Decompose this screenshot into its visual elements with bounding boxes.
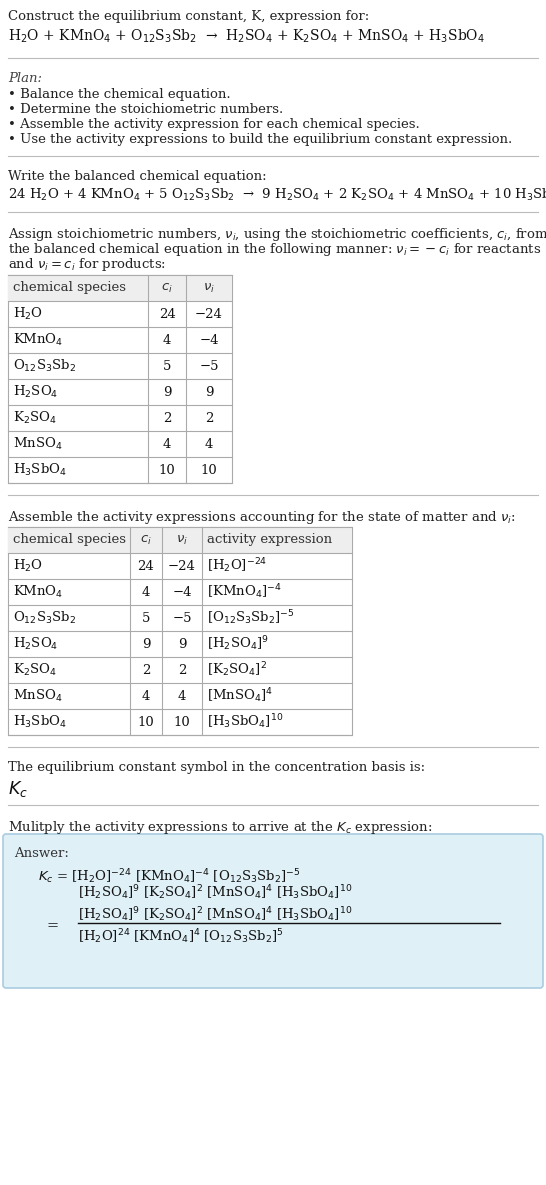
Text: 24: 24: [138, 559, 155, 572]
FancyBboxPatch shape: [3, 834, 543, 988]
Text: −5: −5: [199, 359, 219, 372]
Text: −24: −24: [195, 307, 223, 320]
Text: 4: 4: [178, 690, 186, 703]
Text: 2: 2: [163, 411, 171, 424]
Text: O$_{12}$S$_3$Sb$_2$: O$_{12}$S$_3$Sb$_2$: [13, 610, 76, 626]
Text: 4: 4: [142, 690, 150, 703]
Text: 10: 10: [200, 463, 217, 476]
Text: 5: 5: [142, 611, 150, 624]
Text: 9: 9: [142, 638, 150, 651]
Text: 4: 4: [163, 333, 171, 346]
Text: [H$_3$SbO$_4$]$^{10}$: [H$_3$SbO$_4$]$^{10}$: [207, 712, 283, 731]
Text: −4: −4: [199, 333, 219, 346]
Text: [KMnO$_4$]$^{-4}$: [KMnO$_4$]$^{-4}$: [207, 583, 282, 601]
Text: H$_2$O + KMnO$_4$ + O$_{12}$S$_3$Sb$_2$  →  H$_2$SO$_4$ + K$_2$SO$_4$ + MnSO$_4$: H$_2$O + KMnO$_4$ + O$_{12}$S$_3$Sb$_2$ …: [8, 28, 485, 45]
Text: $\nu_i$: $\nu_i$: [203, 282, 215, 295]
Text: • Use the activity expressions to build the equilibrium constant expression.: • Use the activity expressions to build …: [8, 133, 512, 146]
Text: • Determine the stoichiometric numbers.: • Determine the stoichiometric numbers.: [8, 103, 283, 116]
Text: Assemble the activity expressions accounting for the state of matter and $\nu_i$: Assemble the activity expressions accoun…: [8, 510, 516, 526]
Bar: [8, 527, 352, 735]
Text: K$_2$SO$_4$: K$_2$SO$_4$: [13, 662, 57, 678]
Text: K$_2$SO$_4$: K$_2$SO$_4$: [13, 410, 57, 427]
Text: KMnO$_4$: KMnO$_4$: [13, 332, 63, 348]
Text: 5: 5: [163, 359, 171, 372]
Text: Answer:: Answer:: [14, 847, 69, 860]
Text: O$_{12}$S$_3$Sb$_2$: O$_{12}$S$_3$Sb$_2$: [13, 358, 76, 374]
Text: Construct the equilibrium constant, K, expression for:: Construct the equilibrium constant, K, e…: [8, 9, 369, 23]
Text: H$_2$SO$_4$: H$_2$SO$_4$: [13, 384, 58, 401]
Text: H$_2$SO$_4$: H$_2$SO$_4$: [13, 636, 58, 652]
Text: [MnSO$_4$]$^4$: [MnSO$_4$]$^4$: [207, 686, 273, 705]
Text: 10: 10: [159, 463, 175, 476]
Text: 9: 9: [205, 385, 213, 398]
Text: chemical species: chemical species: [13, 282, 126, 295]
Text: • Assemble the activity expression for each chemical species.: • Assemble the activity expression for e…: [8, 118, 420, 132]
Text: 9: 9: [178, 638, 186, 651]
Bar: [8, 275, 232, 301]
Text: [H$_2$SO$_4$]$^9$: [H$_2$SO$_4$]$^9$: [207, 635, 269, 653]
Text: 24 H$_2$O + 4 KMnO$_4$ + 5 O$_{12}$S$_3$Sb$_2$  →  9 H$_2$SO$_4$ + 2 K$_2$SO$_4$: 24 H$_2$O + 4 KMnO$_4$ + 5 O$_{12}$S$_3$…: [8, 187, 546, 203]
Text: =: =: [46, 920, 58, 933]
Text: [K$_2$SO$_4$]$^2$: [K$_2$SO$_4$]$^2$: [207, 661, 267, 679]
Text: −5: −5: [172, 611, 192, 624]
Text: 4: 4: [142, 585, 150, 598]
Text: chemical species: chemical species: [13, 533, 126, 546]
Text: Mulitply the activity expressions to arrive at the $K_c$ expression:: Mulitply the activity expressions to arr…: [8, 819, 432, 835]
Text: [H$_2$SO$_4$]$^9$ [K$_2$SO$_4$]$^2$ [MnSO$_4$]$^4$ [H$_3$SbO$_4$]$^{10}$: [H$_2$SO$_4$]$^9$ [K$_2$SO$_4$]$^2$ [MnS…: [78, 905, 352, 923]
Text: 2: 2: [142, 664, 150, 677]
Text: the balanced chemical equation in the following manner: $\nu_i = -c_i$ for react: the balanced chemical equation in the fo…: [8, 241, 541, 258]
Text: $K_c$ = [H$_2$O]$^{-24}$ [KMnO$_4$]$^{-4}$ [O$_{12}$S$_3$Sb$_2$]$^{-5}$: $K_c$ = [H$_2$O]$^{-24}$ [KMnO$_4$]$^{-4…: [38, 867, 301, 885]
Bar: [8, 527, 352, 553]
Text: 4: 4: [163, 437, 171, 450]
Text: The equilibrium constant symbol in the concentration basis is:: The equilibrium constant symbol in the c…: [8, 761, 425, 774]
Text: 24: 24: [159, 307, 175, 320]
Text: Write the balanced chemical equation:: Write the balanced chemical equation:: [8, 169, 266, 182]
Text: Assign stoichiometric numbers, $\nu_i$, using the stoichiometric coefficients, $: Assign stoichiometric numbers, $\nu_i$, …: [8, 226, 546, 243]
Text: −24: −24: [168, 559, 196, 572]
Text: $K_c$: $K_c$: [8, 779, 28, 799]
Text: [H$_2$O]$^{-24}$: [H$_2$O]$^{-24}$: [207, 557, 268, 576]
Text: 10: 10: [174, 716, 191, 729]
Bar: [8, 275, 232, 483]
Text: activity expression: activity expression: [207, 533, 332, 546]
Text: and $\nu_i = c_i$ for products:: and $\nu_i = c_i$ for products:: [8, 256, 166, 273]
Text: $c_i$: $c_i$: [161, 282, 173, 295]
Text: 10: 10: [138, 716, 155, 729]
Text: KMnO$_4$: KMnO$_4$: [13, 584, 63, 600]
Text: $c_i$: $c_i$: [140, 533, 152, 546]
Text: $\nu_i$: $\nu_i$: [176, 533, 188, 546]
Text: MnSO$_4$: MnSO$_4$: [13, 688, 62, 704]
Text: 4: 4: [205, 437, 213, 450]
Text: [H$_2$SO$_4$]$^9$ [K$_2$SO$_4$]$^2$ [MnSO$_4$]$^4$ [H$_3$SbO$_4$]$^{10}$: [H$_2$SO$_4$]$^9$ [K$_2$SO$_4$]$^2$ [MnS…: [78, 883, 352, 902]
Text: [O$_{12}$S$_3$Sb$_2$]$^{-5}$: [O$_{12}$S$_3$Sb$_2$]$^{-5}$: [207, 609, 295, 627]
Text: Plan:: Plan:: [8, 72, 42, 85]
Text: 9: 9: [163, 385, 171, 398]
Text: −4: −4: [172, 585, 192, 598]
Text: 2: 2: [205, 411, 213, 424]
Text: • Balance the chemical equation.: • Balance the chemical equation.: [8, 88, 230, 101]
Text: H$_2$O: H$_2$O: [13, 306, 43, 322]
Text: H$_3$SbO$_4$: H$_3$SbO$_4$: [13, 462, 67, 478]
Text: MnSO$_4$: MnSO$_4$: [13, 436, 62, 451]
Text: H$_3$SbO$_4$: H$_3$SbO$_4$: [13, 713, 67, 730]
Text: 2: 2: [178, 664, 186, 677]
Text: [H$_2$O]$^{24}$ [KMnO$_4$]$^4$ [O$_{12}$S$_3$Sb$_2$]$^5$: [H$_2$O]$^{24}$ [KMnO$_4$]$^4$ [O$_{12}$…: [78, 927, 284, 946]
Text: H$_2$O: H$_2$O: [13, 558, 43, 574]
